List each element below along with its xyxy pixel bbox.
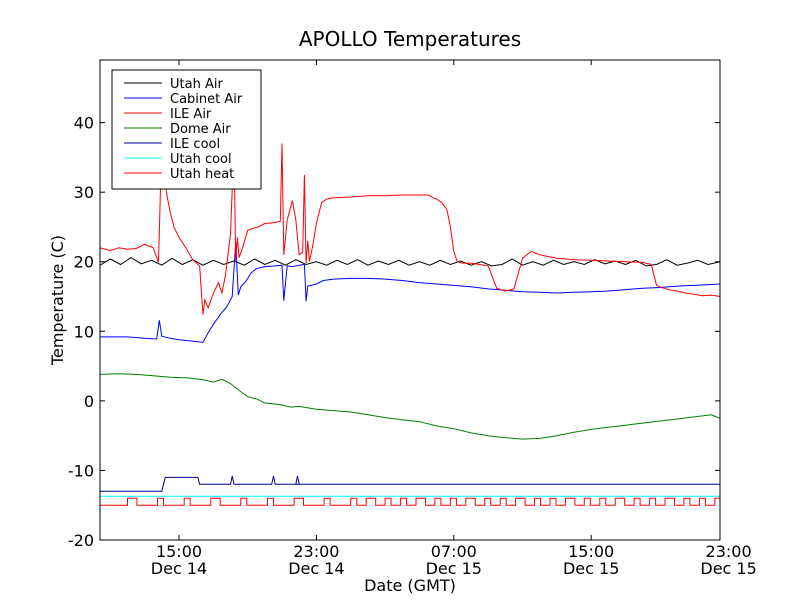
series-line-ile-air: [100, 136, 720, 315]
x-tick-sublabel: Dec 15: [426, 559, 482, 578]
series-line-ile-cool: [100, 475, 720, 492]
x-tick-sublabel: Dec 15: [563, 559, 619, 578]
legend-label: Dome Air: [170, 122, 231, 137]
y-tick-label: 40: [74, 114, 94, 133]
x-tick-label: 23:00: [706, 542, 752, 561]
y-tick-label: 20: [74, 253, 94, 272]
legend-label: Cabinet Air: [170, 92, 243, 107]
y-axis-label: Temperature (C): [48, 235, 67, 366]
legend-label: ILE cool: [170, 137, 220, 152]
series-line-cabinet-air: [100, 242, 720, 343]
y-tick-label: 10: [74, 322, 94, 341]
y-tick-label: -10: [68, 461, 94, 480]
chart-title: APOLLO Temperatures: [299, 27, 521, 51]
y-tick-label: -20: [68, 531, 94, 550]
x-tick-sublabel: Dec 14: [288, 559, 344, 578]
legend-label: Utah Air: [170, 77, 223, 92]
y-tick-label: 30: [74, 183, 94, 202]
series-line-dome-air: [100, 373, 720, 440]
series-line-utah-heat: [100, 497, 720, 506]
legend-box: [111, 69, 262, 190]
legend-label: Utah cool: [170, 152, 232, 167]
plot-area: [100, 136, 720, 506]
legend-label: Utah heat: [170, 167, 234, 182]
x-tick-label: 15:00: [568, 542, 614, 561]
plot-frame: [99, 59, 721, 541]
x-tick-sublabel: Dec 14: [151, 559, 207, 578]
x-tick-label: 07:00: [431, 542, 477, 561]
y-tick-label: 0: [84, 392, 94, 411]
x-tick-label: 15:00: [156, 542, 202, 561]
x-tick-label: 23:00: [293, 542, 339, 561]
x-axis-label: Date (GMT): [364, 576, 456, 595]
x-tick-sublabel: Dec 15: [700, 559, 756, 578]
legend-label: ILE Air: [170, 107, 212, 122]
